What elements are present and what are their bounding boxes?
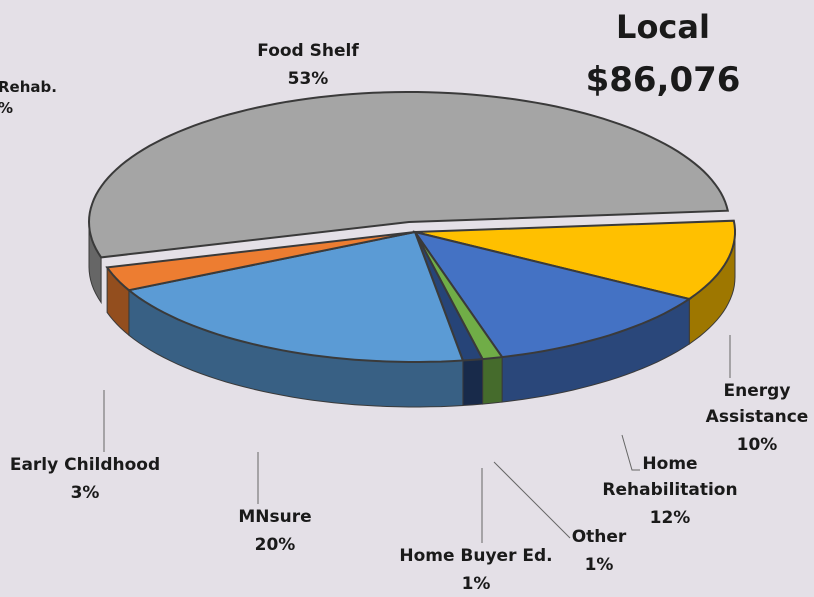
slice-label: Early Childhood [9,455,161,475]
clipped-label: % [0,99,13,117]
slice [412,230,692,359]
slice-label: MNsure [238,507,312,527]
chart-title: Local [616,8,710,46]
slice [414,219,736,301]
slice [87,91,730,259]
slice [105,231,416,292]
slice-value-label: 3% [70,483,100,503]
leader-line [621,434,640,471]
slice-value-label: 12% [649,508,691,528]
slice-side [462,358,484,407]
slice-value-label: 53% [287,69,329,89]
leader-line [493,461,571,539]
slice-label: Food Shelf [257,41,359,61]
slice-label: Home Rehabilitation [602,454,738,500]
slice-label: Home Buyer Ed. [399,546,553,566]
slice [126,230,465,363]
slice-value-label: 20% [254,535,296,555]
slice-value-label: 10% [736,435,778,455]
slice-side [482,356,503,405]
clipped-label: Rehab. [0,78,57,96]
slice-value-label: 1% [584,555,614,575]
slice-label: Other [571,527,627,547]
slice-value-label: 1% [461,574,491,594]
slice-label: Energy Assistance [705,381,809,427]
chart-subtitle: $86,076 [585,60,741,100]
